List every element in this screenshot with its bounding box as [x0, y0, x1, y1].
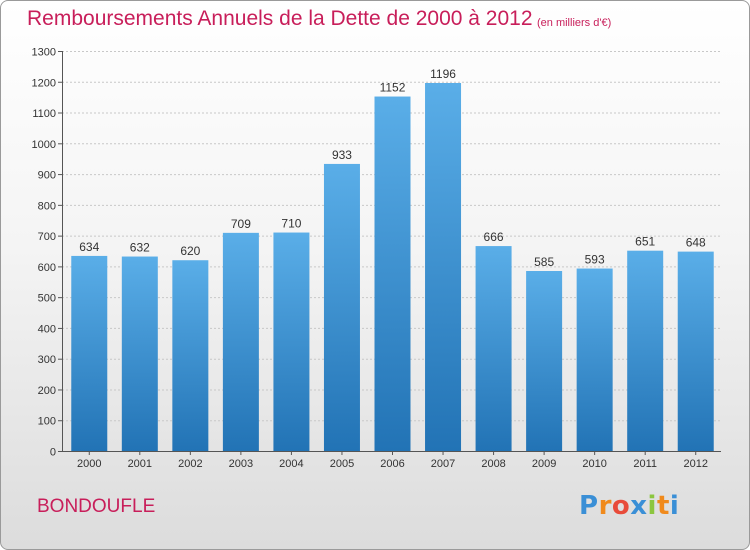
data-label: 666 [484, 230, 504, 244]
bar [425, 83, 462, 451]
x-tick-label: 2001 [128, 458, 152, 470]
bar [273, 232, 310, 451]
bar [576, 268, 613, 451]
bar [475, 246, 512, 451]
logo-letter: i [647, 491, 657, 521]
y-tick-label: 600 [38, 262, 56, 274]
data-label: 933 [332, 148, 352, 162]
bar [71, 255, 108, 451]
city-name: BONDOUFLE [37, 496, 156, 517]
logo-letter: t [656, 491, 670, 521]
x-tick-label: 2004 [279, 458, 303, 470]
y-tick-label: 300 [38, 354, 56, 366]
data-label: 593 [585, 253, 605, 267]
x-tick-label: 2009 [532, 458, 556, 470]
x-tick-label: 2003 [229, 458, 253, 470]
x-tick-label: 2006 [380, 458, 404, 470]
data-label: 620 [180, 244, 200, 258]
y-tick-label: 1000 [32, 139, 56, 151]
bar [121, 256, 158, 451]
data-label: 632 [130, 241, 150, 255]
logo-letter: i [669, 491, 680, 521]
data-label: 710 [281, 217, 301, 231]
x-tick-label: 2011 [633, 458, 657, 470]
bar-chart: 0 100 200 300 400 500 600 700 800 900 1000 1100 1200… [32, 47, 721, 470]
unit-note: (en milliers d'€) [537, 17, 612, 29]
data-label: 634 [79, 240, 99, 254]
x-tick-label: 2007 [431, 458, 455, 470]
chart-title: Remboursements Annuels de la Dette de 20… [27, 7, 533, 30]
y-tick-label: 200 [38, 385, 56, 397]
x-tick-label: 2008 [481, 458, 505, 470]
y-tick-label: 500 [38, 293, 56, 305]
data-label: 709 [231, 217, 251, 231]
x-tick-label: 2012 [683, 458, 707, 470]
bar [323, 163, 360, 451]
x-tick-label: 2002 [178, 458, 202, 470]
y-tick-label: 1200 [32, 77, 56, 89]
y-tick-label: 0 [50, 447, 56, 459]
x-tick-label: 2005 [330, 458, 354, 470]
y-tick-label: 900 [38, 170, 56, 182]
y-tick-label: 100 [38, 416, 56, 428]
logo-letter: x [630, 491, 648, 521]
data-label: 648 [686, 236, 706, 250]
x-tick-label: 2000 [77, 458, 101, 470]
bar [627, 250, 664, 451]
bar [526, 271, 563, 451]
y-tick-label: 800 [38, 200, 56, 212]
proxiti-logo: Proxiti [579, 491, 679, 521]
y-tick-label: 1300 [32, 47, 56, 59]
bar [374, 96, 411, 452]
logo-letter: o [611, 491, 631, 521]
y-tick-label: 700 [38, 231, 56, 243]
y-tick-label: 400 [38, 323, 56, 335]
bar [222, 232, 259, 451]
bar [677, 251, 714, 451]
y-tick-label: 1100 [32, 108, 56, 120]
x-tick-label: 2010 [582, 458, 606, 470]
data-label: 651 [635, 235, 655, 249]
logo-letter: r [598, 491, 612, 521]
data-label: 1152 [380, 81, 406, 95]
bar [172, 260, 209, 451]
data-label: 1196 [430, 67, 456, 81]
logo-letter: P [579, 491, 599, 521]
data-label: 585 [534, 255, 554, 269]
